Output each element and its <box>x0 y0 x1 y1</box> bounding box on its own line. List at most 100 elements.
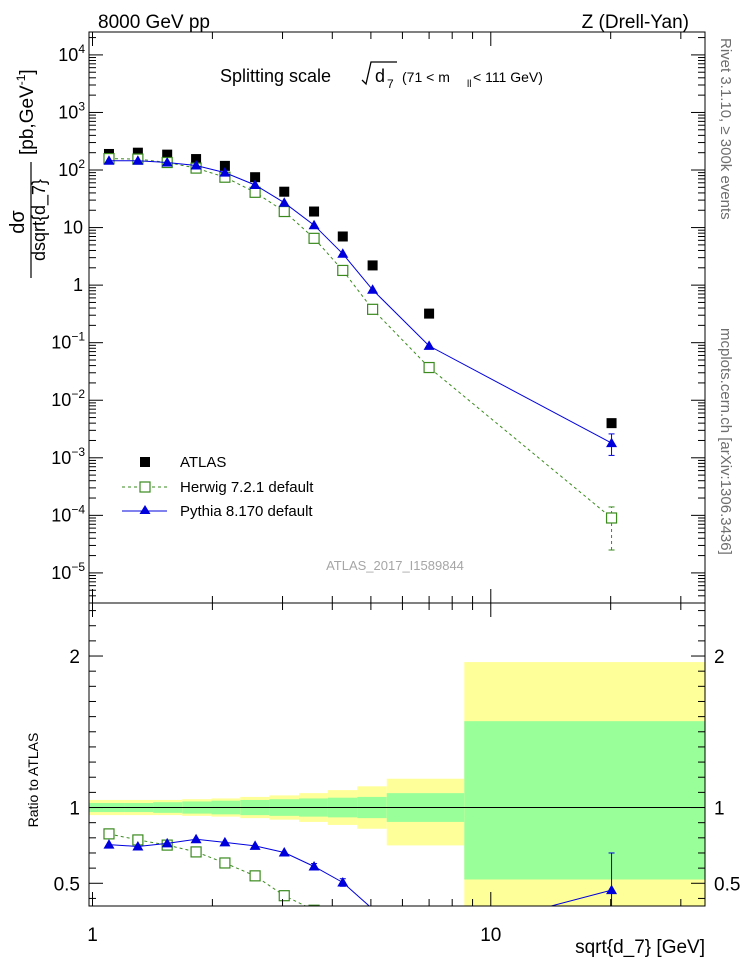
title-sqrt-sub: 7 <box>387 77 394 91</box>
atlas-data-point <box>309 206 320 217</box>
pythia-ratio-point <box>190 833 202 844</box>
y-tick-label: 10−3 <box>51 445 85 468</box>
atlas-data-point <box>219 160 230 171</box>
legend-atlas-label: ATLAS <box>180 454 226 471</box>
pythia-point <box>132 155 144 165</box>
pythia-point <box>219 167 231 177</box>
herwig-ratio-point <box>249 870 261 882</box>
pythia-series-line <box>109 160 612 444</box>
ratio-uncertainty-bands <box>89 662 705 906</box>
herwig-point <box>605 512 618 524</box>
legend-atlas-marker <box>140 457 150 467</box>
y-tick-label: 10−1 <box>51 330 85 353</box>
pythia-point <box>337 248 349 258</box>
ratio-y-tick-label-right: 0.5 <box>714 874 740 895</box>
y-tick-label: 10−4 <box>51 502 85 525</box>
y-tick-label: 102 <box>58 157 85 180</box>
ratio-plot-panel: 0.5 0.5 1 1 2 2 1 10 Ratio to ATLAS sqrt{d_7} … <box>25 602 740 958</box>
y-label-numerator: dσ <box>7 210 29 234</box>
header-left-label: 8000 GeV pp <box>98 12 210 33</box>
y-tick-label: 10 <box>63 218 83 238</box>
pythia-ratio-point <box>337 877 349 887</box>
y-tick-label: 103 <box>58 99 85 122</box>
legend-pythia-marker <box>139 505 151 514</box>
legend: ATLAS Herwig 7.2.1 default Pythia 8.170 … <box>122 454 314 520</box>
main-plot-x-ticks <box>91 32 682 603</box>
pythia-point <box>190 159 202 170</box>
legend-herwig-marker <box>139 481 151 493</box>
pythia-ratio-point <box>249 840 261 850</box>
ratio-plot-x-ticks: 1 10 <box>87 603 682 946</box>
atlas-data-point <box>279 186 290 197</box>
atlas-data-point <box>250 172 261 183</box>
legend-herwig-label: Herwig 7.2.1 default <box>180 479 314 496</box>
sqrt-symbol <box>361 61 397 86</box>
title-cut-end: < 111 GeV) <box>473 69 543 85</box>
ratio-x-label: sqrt{d_7} [GeV] <box>575 937 705 958</box>
atlas-data-point <box>162 149 173 160</box>
legend-pythia-label: Pythia 8.170 default <box>180 503 313 520</box>
y-tick-label: 10−5 <box>51 560 85 583</box>
ratio-band-green <box>464 721 705 880</box>
atlas-data-point <box>132 147 143 158</box>
header-right-label: Z (Drell-Yan) <box>582 12 689 33</box>
pythia-point <box>606 437 618 448</box>
x-tick-label: 10 <box>480 925 501 946</box>
title-cut-sub: ll <box>467 79 471 90</box>
pythia-point <box>103 155 115 165</box>
pythia-point <box>278 197 290 207</box>
atlas-data-point <box>606 418 617 429</box>
herwig-point <box>308 232 320 244</box>
herwig-point <box>337 264 349 277</box>
ratio-y-label: Ratio to ATLAS <box>25 733 41 828</box>
ratio-plot-y-ticks: 0.5 0.5 1 1 2 2 <box>54 610 740 899</box>
atlas-data-point <box>337 231 348 242</box>
herwig-ratio-point <box>278 890 290 902</box>
ratio-y-tick-label-left: 2 <box>69 647 80 668</box>
ratio-y-tick-label-left: 1 <box>69 799 80 820</box>
herwig-point <box>367 303 379 315</box>
pythia-ratio-point <box>103 839 115 849</box>
title-main: Splitting scale <box>220 66 331 86</box>
y-label-denominator: dsqrt{d_7} <box>29 179 50 261</box>
ratio-y-tick-label-left: 0.5 <box>54 874 80 895</box>
herwig-series-line <box>108 158 612 519</box>
pythia-point <box>308 219 320 230</box>
pythia-point <box>423 340 435 350</box>
x-tick-label: 1 <box>87 925 98 946</box>
ratio-y-tick-label-right: 1 <box>714 799 725 820</box>
plot-title: Splitting scale d 7 (71 < m ll < 111 GeV… <box>220 61 543 91</box>
pythia-ratio-point <box>132 840 144 851</box>
pythia-point <box>161 157 173 167</box>
herwig-ratio-point <box>219 857 231 869</box>
pythia-ratio-point <box>278 847 290 857</box>
y-tick-label: 104 <box>58 42 85 65</box>
mcplots-side-label: mcplots.cern.ch [arXiv:1306.3436] <box>717 328 734 555</box>
rivet-side-label: Rivet 3.1.10, ≥ 300k events <box>717 38 734 220</box>
y-tick-label: 1 <box>73 275 83 295</box>
herwig-ratio-point <box>190 846 202 858</box>
pythia-point <box>367 284 379 294</box>
atlas-data-point <box>424 308 435 319</box>
y-label-unit: [pb,GeV-1] <box>14 69 38 155</box>
herwig-point <box>278 205 290 218</box>
herwig-ratio-point <box>103 828 115 840</box>
title-sqrt-d: d <box>375 66 385 86</box>
herwig-ratio-point <box>308 904 320 906</box>
ratio-plot-frame <box>88 602 706 907</box>
pythia-ratio-point <box>219 836 231 847</box>
pythia-ratio-point <box>308 860 320 871</box>
title-cut: (71 < m <box>402 69 450 85</box>
pythia-point <box>249 179 261 189</box>
herwig-point <box>423 361 435 374</box>
pythia-ratio-point <box>161 837 173 848</box>
ratio-y-tick-label-right: 2 <box>714 647 725 668</box>
atlas-data-point <box>191 154 202 165</box>
ratio-plot-marks <box>103 828 618 906</box>
y-tick-label: 10−2 <box>51 387 85 410</box>
main-plot-y-label: dσ dsqrt{d_7} [pb,GeV-1] <box>7 69 50 278</box>
main-plot-marks <box>103 147 618 551</box>
